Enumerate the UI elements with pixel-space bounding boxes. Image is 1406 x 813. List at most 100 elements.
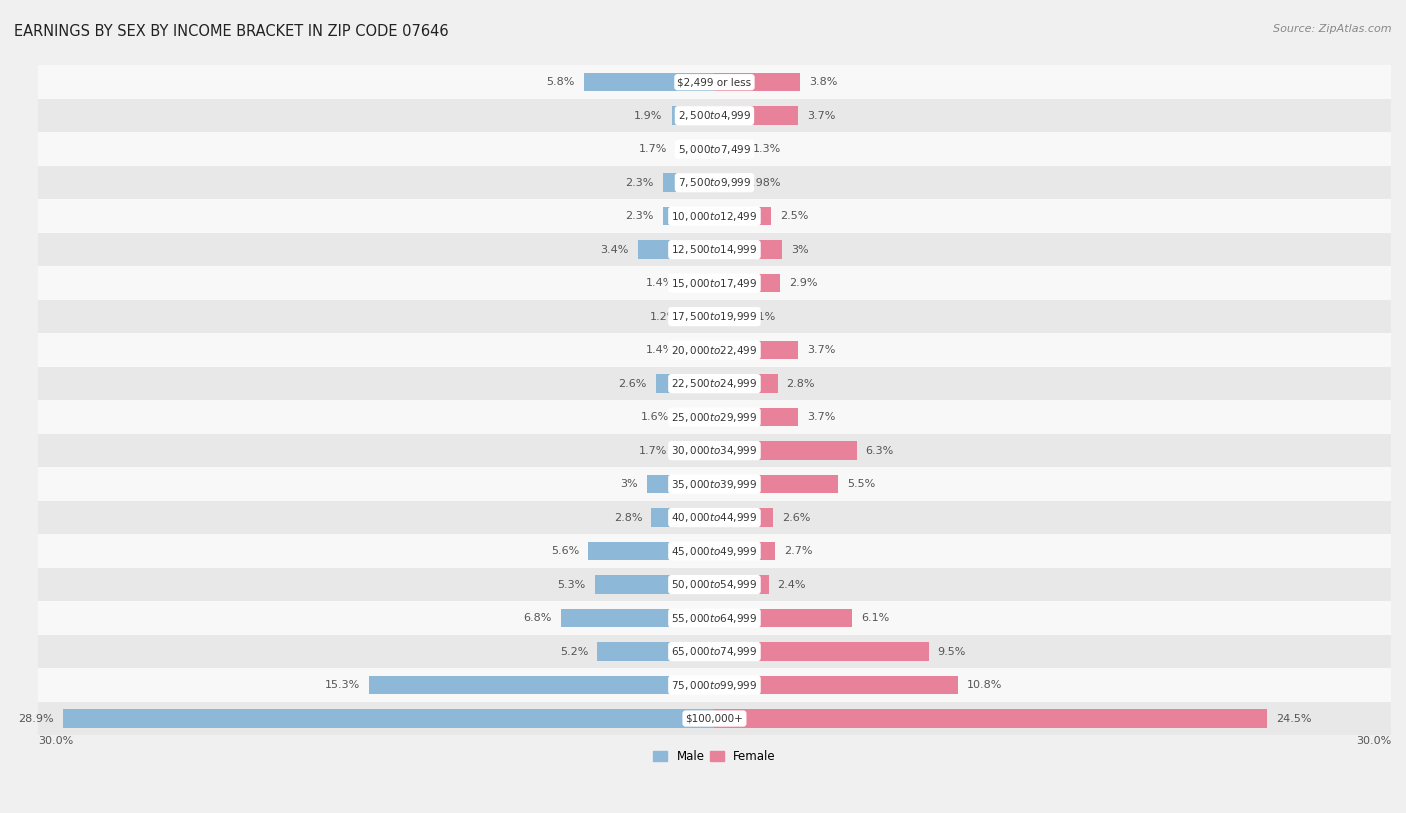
Text: 2.5%: 2.5%: [780, 211, 808, 221]
Text: $50,000 to $54,999: $50,000 to $54,999: [671, 578, 758, 591]
Text: $40,000 to $44,999: $40,000 to $44,999: [671, 511, 758, 524]
Bar: [38, 99, 1391, 133]
Text: 28.9%: 28.9%: [18, 714, 53, 724]
Bar: [38, 333, 1391, 367]
Text: 2.8%: 2.8%: [786, 379, 815, 389]
Text: 6.1%: 6.1%: [860, 613, 889, 623]
Bar: [38, 567, 1391, 602]
Text: 30.0%: 30.0%: [1355, 736, 1391, 746]
Bar: [647, 475, 714, 493]
Text: $7,500 to $9,999: $7,500 to $9,999: [678, 176, 751, 189]
Bar: [38, 635, 1391, 668]
Text: 3.8%: 3.8%: [810, 77, 838, 87]
Bar: [714, 107, 797, 125]
Text: 15.3%: 15.3%: [325, 680, 360, 690]
Text: 5.3%: 5.3%: [558, 580, 586, 589]
Bar: [38, 434, 1391, 467]
Text: 0.98%: 0.98%: [745, 178, 782, 188]
Bar: [714, 508, 773, 527]
Text: $5,000 to $7,499: $5,000 to $7,499: [678, 143, 751, 155]
Text: EARNINGS BY SEX BY INCOME BRACKET IN ZIP CODE 07646: EARNINGS BY SEX BY INCOME BRACKET IN ZIP…: [14, 24, 449, 39]
Text: 3%: 3%: [792, 245, 808, 254]
Bar: [662, 207, 714, 225]
Bar: [714, 642, 929, 661]
Legend: Male, Female: Male, Female: [648, 746, 780, 768]
Bar: [63, 709, 714, 728]
Bar: [38, 367, 1391, 400]
Text: 1.4%: 1.4%: [645, 346, 673, 355]
Text: 24.5%: 24.5%: [1277, 714, 1312, 724]
Bar: [38, 166, 1391, 199]
Bar: [638, 241, 714, 259]
Bar: [38, 400, 1391, 434]
Text: 5.5%: 5.5%: [848, 479, 876, 489]
Bar: [38, 467, 1391, 501]
Bar: [38, 702, 1391, 735]
Bar: [688, 307, 714, 326]
Bar: [714, 375, 778, 393]
Text: 2.3%: 2.3%: [626, 211, 654, 221]
Text: $12,500 to $14,999: $12,500 to $14,999: [671, 243, 758, 256]
Bar: [714, 207, 770, 225]
Bar: [683, 341, 714, 359]
Bar: [714, 408, 797, 426]
Bar: [370, 676, 714, 694]
Text: 2.9%: 2.9%: [789, 278, 817, 288]
Text: $17,500 to $19,999: $17,500 to $19,999: [671, 310, 758, 323]
Bar: [714, 341, 797, 359]
Bar: [595, 576, 714, 593]
Bar: [583, 73, 714, 91]
Text: $100,000+: $100,000+: [686, 714, 744, 724]
Text: $65,000 to $74,999: $65,000 to $74,999: [671, 645, 758, 658]
Text: $55,000 to $64,999: $55,000 to $64,999: [671, 611, 758, 624]
Bar: [676, 140, 714, 159]
Text: 1.6%: 1.6%: [641, 412, 669, 422]
Bar: [655, 375, 714, 393]
Text: 1.2%: 1.2%: [650, 311, 678, 322]
Bar: [714, 609, 852, 628]
Text: 2.4%: 2.4%: [778, 580, 806, 589]
Text: 9.5%: 9.5%: [938, 646, 966, 657]
Bar: [678, 408, 714, 426]
Text: $15,000 to $17,499: $15,000 to $17,499: [671, 276, 758, 289]
Bar: [672, 107, 714, 125]
Text: 5.6%: 5.6%: [551, 546, 579, 556]
Text: 6.8%: 6.8%: [523, 613, 553, 623]
Text: 3%: 3%: [620, 479, 638, 489]
Bar: [714, 307, 740, 326]
Text: 2.6%: 2.6%: [782, 512, 810, 523]
Text: $30,000 to $34,999: $30,000 to $34,999: [671, 444, 758, 457]
Text: $2,499 or less: $2,499 or less: [678, 77, 752, 87]
Text: $2,500 to $4,999: $2,500 to $4,999: [678, 109, 751, 122]
Bar: [714, 241, 782, 259]
Bar: [38, 501, 1391, 534]
Bar: [38, 199, 1391, 233]
Bar: [714, 274, 780, 293]
Bar: [714, 709, 1267, 728]
Text: 1.3%: 1.3%: [752, 144, 782, 154]
Bar: [714, 576, 769, 593]
Bar: [714, 140, 744, 159]
Text: Source: ZipAtlas.com: Source: ZipAtlas.com: [1274, 24, 1392, 34]
Bar: [714, 475, 838, 493]
Text: 1.4%: 1.4%: [645, 278, 673, 288]
Text: 3.7%: 3.7%: [807, 111, 835, 120]
Text: 2.7%: 2.7%: [785, 546, 813, 556]
Text: 3.7%: 3.7%: [807, 346, 835, 355]
Text: 1.7%: 1.7%: [638, 446, 666, 455]
Bar: [714, 73, 800, 91]
Text: $10,000 to $12,499: $10,000 to $12,499: [671, 210, 758, 223]
Bar: [683, 274, 714, 293]
Bar: [38, 602, 1391, 635]
Bar: [588, 542, 714, 560]
Text: $75,000 to $99,999: $75,000 to $99,999: [671, 679, 758, 692]
Text: $22,500 to $24,999: $22,500 to $24,999: [671, 377, 758, 390]
Bar: [598, 642, 714, 661]
Bar: [38, 267, 1391, 300]
Text: $20,000 to $22,499: $20,000 to $22,499: [671, 344, 758, 357]
Bar: [714, 173, 737, 192]
Text: $45,000 to $49,999: $45,000 to $49,999: [671, 545, 758, 558]
Text: 10.8%: 10.8%: [967, 680, 1002, 690]
Bar: [38, 66, 1391, 99]
Text: 30.0%: 30.0%: [38, 736, 73, 746]
